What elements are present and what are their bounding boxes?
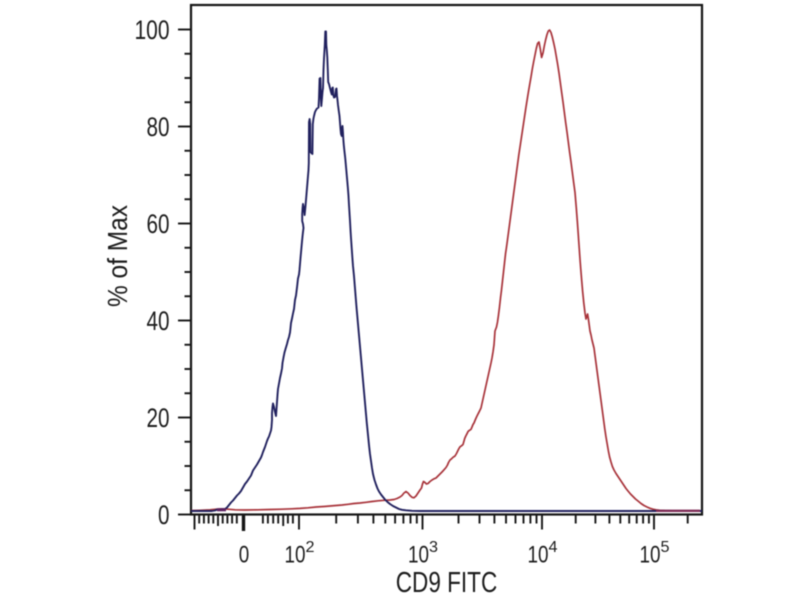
svg-text:20: 20 (147, 403, 170, 433)
svg-text:4: 4 (549, 539, 558, 556)
svg-text:10: 10 (285, 542, 306, 569)
svg-text:0: 0 (239, 542, 250, 569)
svg-text:40: 40 (147, 306, 170, 336)
svg-text:3: 3 (429, 539, 438, 556)
svg-text:10: 10 (528, 542, 549, 569)
svg-text:CD9 FITC: CD9 FITC (396, 567, 498, 599)
svg-text:10: 10 (640, 542, 661, 569)
svg-text:5: 5 (661, 539, 670, 556)
svg-text:80: 80 (147, 112, 170, 142)
svg-text:0: 0 (158, 500, 170, 530)
svg-text:100: 100 (135, 15, 170, 45)
svg-text:10: 10 (408, 542, 429, 569)
svg-text:% of Max: % of Max (102, 205, 133, 307)
svg-text:60: 60 (147, 209, 170, 239)
svg-text:2: 2 (306, 539, 315, 556)
